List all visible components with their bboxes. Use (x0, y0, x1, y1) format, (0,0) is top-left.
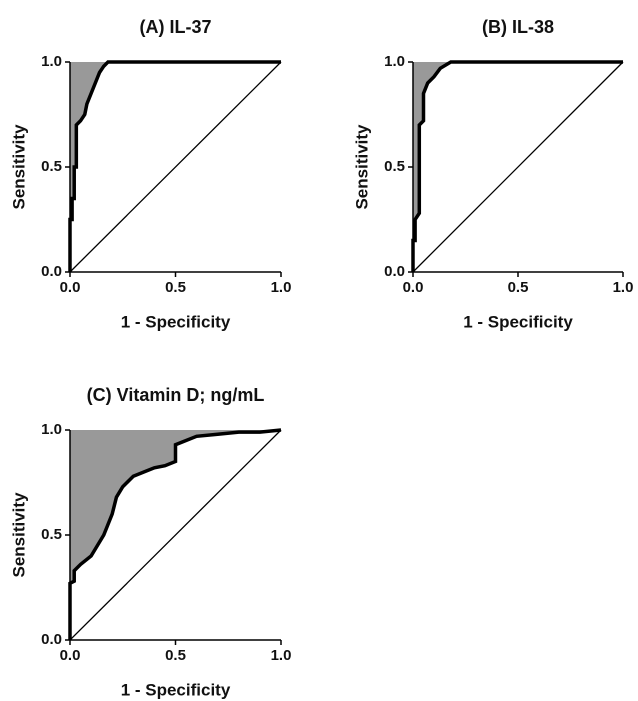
x-tick-label: 0.5 (165, 647, 186, 664)
chart-title: (C) Vitamin D; ng/mL (87, 385, 265, 405)
x-tick-label: 0.5 (508, 279, 529, 296)
y-axis-label: Sensitivity (352, 124, 371, 210)
x-tick-label: 1.0 (271, 279, 292, 296)
y-axis-label: Sensitivity (9, 492, 28, 578)
y-tick-label: 0.5 (41, 158, 62, 175)
roc-curve (68, 428, 282, 640)
y-axis-label: Sensitivity (9, 124, 28, 210)
y-tick-label: 0.0 (41, 631, 62, 648)
roc-curve (68, 60, 281, 272)
reference-line (412, 61, 624, 273)
y-tick-label: 0.0 (384, 263, 405, 280)
x-axis-label: 1 - Specificity (121, 312, 231, 331)
y-tick-label: 0.5 (384, 158, 405, 175)
x-tick-label: 0.0 (60, 647, 81, 664)
reference-line (69, 61, 282, 273)
x-tick-label: 0.0 (403, 279, 424, 296)
y-tick-label: 1.0 (41, 53, 62, 70)
y-tick-label: 1.0 (384, 53, 405, 70)
y-tick-label: 0.0 (41, 263, 62, 280)
y-tick-label: 0.5 (41, 526, 62, 543)
chart-title: (A) IL-37 (140, 17, 212, 37)
roc-curve (411, 60, 623, 272)
y-tick-label: 1.0 (41, 421, 62, 438)
x-tick-label: 0.5 (165, 279, 186, 296)
x-tick-label: 1.0 (613, 279, 634, 296)
x-tick-label: 1.0 (271, 647, 292, 664)
auc-shade (70, 62, 281, 272)
x-tick-label: 0.0 (60, 279, 81, 296)
x-axis-label: 1 - Specificity (121, 680, 231, 699)
x-axis-label: 1 - Specificity (463, 312, 573, 331)
chart-title: (B) IL-38 (482, 17, 554, 37)
auc-shade (70, 430, 281, 640)
reference-line (69, 429, 282, 641)
